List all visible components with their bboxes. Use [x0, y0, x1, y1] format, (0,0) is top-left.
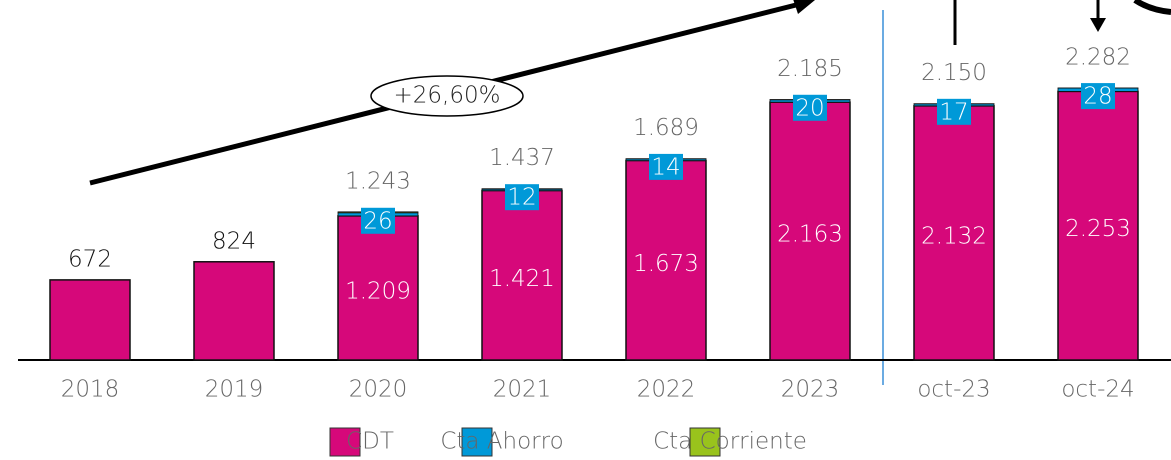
bar-segment [49, 279, 131, 361]
bar-segment [913, 105, 995, 361]
total-label: 2.185 [777, 56, 843, 82]
data-label: 17 [939, 99, 968, 125]
label-box [937, 98, 971, 125]
data-label: 2.253 [1065, 216, 1131, 242]
x-tick-label: 2018 [61, 377, 120, 403]
x-tick-label: 2022 [637, 377, 696, 403]
label-box [1081, 83, 1115, 110]
bar-segment [1057, 90, 1139, 361]
x-tick-label: 2019 [205, 377, 264, 403]
label-box [793, 94, 827, 121]
annotation-bubble [370, 75, 524, 117]
x-tick-label: 2021 [493, 377, 552, 403]
label-box [649, 153, 683, 180]
data-label: 26 [363, 208, 392, 234]
data-label: 1.673 [633, 251, 699, 277]
bar-segment [769, 101, 851, 361]
bar-segment [193, 261, 275, 361]
data-label: 1.421 [489, 266, 555, 292]
data-label: 2.163 [777, 222, 843, 248]
data-label: 672 [68, 246, 112, 272]
legend-label: Cta Corriente [653, 429, 807, 455]
total-label: 2.282 [1065, 44, 1131, 70]
legend-label: Cta Ahorro [440, 429, 563, 455]
x-tick-label: 2020 [349, 377, 408, 403]
total-label: 1.689 [633, 115, 699, 141]
curve [1133, 0, 1171, 15]
data-label: 824 [212, 228, 256, 254]
data-label: 1.209 [345, 278, 411, 304]
annotation: +26,60% [394, 83, 501, 109]
legend-label: CDT [346, 429, 394, 455]
data-label: 2.132 [921, 223, 987, 249]
data-label: 20 [795, 95, 824, 121]
total-label: 2.150 [921, 60, 987, 86]
total-label: 1.243 [345, 168, 411, 194]
bar-segment [337, 215, 419, 361]
bar-segment [481, 189, 563, 361]
data-label: 12 [507, 185, 536, 211]
legend-swatch [329, 427, 361, 457]
x-tick-label: oct-23 [917, 377, 990, 403]
data-label: 28 [1083, 84, 1112, 110]
x-tick-label: 2023 [781, 377, 840, 403]
data-label: 14 [651, 154, 680, 180]
legend-swatch [461, 427, 493, 457]
total-label: 1.437 [489, 145, 555, 171]
bar-segment [625, 159, 707, 361]
legend-swatch [689, 427, 721, 457]
arrow-head [793, 0, 815, 14]
arrow-head [1090, 18, 1106, 32]
label-box [505, 184, 539, 211]
label-box [361, 207, 395, 234]
x-tick-label: oct-24 [1061, 377, 1134, 403]
